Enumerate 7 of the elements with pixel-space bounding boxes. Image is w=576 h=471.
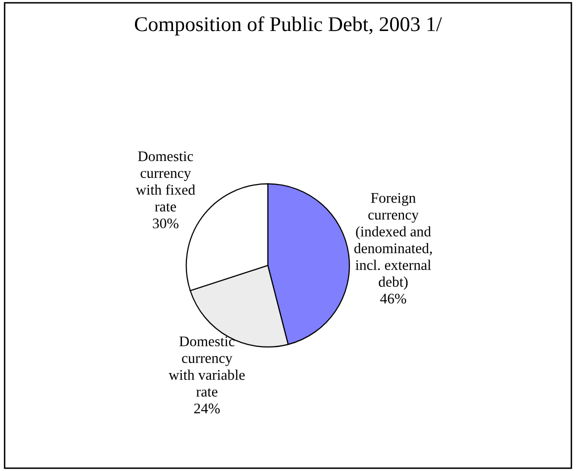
data-label: 46% <box>380 294 406 304</box>
slice-label: Domestic currency with fixed rate <box>136 151 196 212</box>
slice-label: Domestic currency with variable rate <box>168 336 245 397</box>
data-label: 24% <box>194 404 220 414</box>
slice-label: Foreign currency (indexed and denominated, incl. external debt) <box>354 193 432 290</box>
data-label: 30% <box>152 218 178 228</box>
chart-title: Composition of Public Debt, 2003 1/ <box>134 16 442 36</box>
